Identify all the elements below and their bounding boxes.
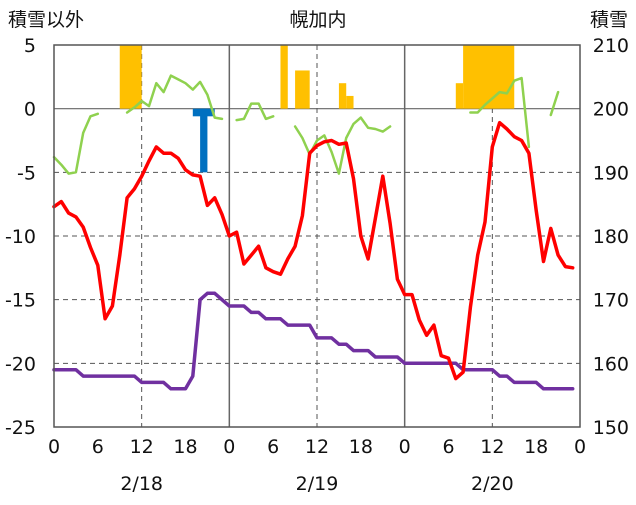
date-label: 2/18 bbox=[120, 473, 163, 495]
y-left-tick-label: -5 bbox=[17, 162, 36, 184]
x-tick-label: 6 bbox=[92, 436, 104, 458]
x-tick-label: 12 bbox=[130, 436, 154, 458]
x-tick-label: 18 bbox=[349, 436, 373, 458]
snowfall-bar bbox=[346, 95, 354, 109]
bar-layer bbox=[119, 45, 515, 173]
y-left-tick-label: -20 bbox=[5, 353, 36, 375]
snowfall-bar bbox=[295, 70, 310, 109]
frame-layer bbox=[53, 44, 581, 428]
date-label: 2/19 bbox=[296, 473, 339, 495]
y-right-tick-label: 190 bbox=[593, 162, 629, 184]
plot-frame bbox=[53, 44, 581, 428]
snowfall-bar bbox=[463, 45, 515, 109]
y-right-tick-label: 170 bbox=[593, 290, 629, 312]
y-right-tick-label: 210 bbox=[593, 35, 629, 57]
chart-title: 幌加内 bbox=[289, 9, 346, 31]
y-right-tick-label: 200 bbox=[593, 99, 629, 121]
y-right-tick-label: 180 bbox=[593, 226, 629, 248]
y-left-axis-label: 積雪以外 bbox=[8, 9, 84, 31]
sunshine-series-line bbox=[52, 74, 560, 175]
x-tick-label: 18 bbox=[524, 436, 548, 458]
x-tick-label: 0 bbox=[48, 436, 60, 458]
snowfall-bar bbox=[455, 83, 464, 109]
x-tick-label: 12 bbox=[480, 436, 504, 458]
snowfall-bar bbox=[119, 45, 142, 109]
y-right-axis-label: 積雪 bbox=[590, 9, 628, 31]
snow-depth-series-line bbox=[52, 291, 575, 391]
y-left-tick-label: -25 bbox=[5, 417, 36, 439]
line-layer bbox=[52, 74, 575, 391]
x-tick-label: 0 bbox=[223, 436, 235, 458]
x-tick-label: 0 bbox=[399, 436, 411, 458]
temperature-series-line bbox=[52, 120, 575, 381]
precip-bar bbox=[200, 108, 208, 173]
snowfall-bar bbox=[338, 83, 347, 109]
y-left-tick-label: 5 bbox=[24, 35, 36, 57]
x-tick-label: 6 bbox=[267, 436, 279, 458]
y-left-tick-label: -10 bbox=[5, 226, 36, 248]
date-label: 2/20 bbox=[471, 473, 514, 495]
snowfall-bar bbox=[280, 45, 288, 109]
y-left-tick-label: -15 bbox=[5, 290, 36, 312]
x-tick-label: 0 bbox=[574, 436, 586, 458]
x-tick-label: 12 bbox=[305, 436, 329, 458]
x-tick-label: 6 bbox=[442, 436, 454, 458]
y-right-tick-label: 160 bbox=[593, 353, 629, 375]
y-left-tick-label: 0 bbox=[24, 99, 36, 121]
y-right-tick-label: 150 bbox=[593, 417, 629, 439]
x-tick-label: 18 bbox=[173, 436, 197, 458]
